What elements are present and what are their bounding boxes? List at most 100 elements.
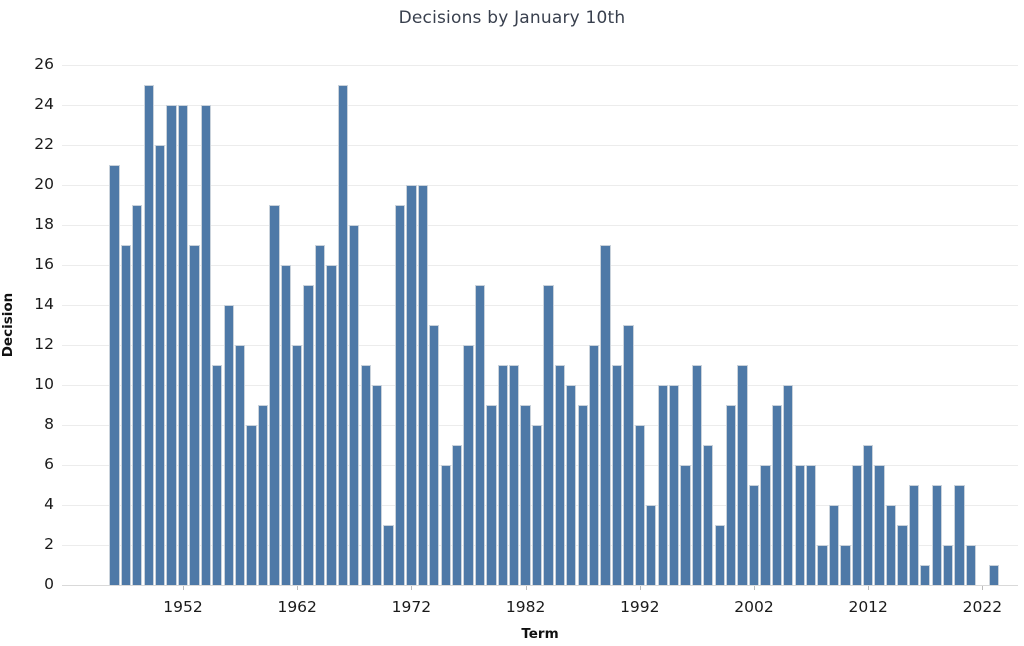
bar-1985 [554, 365, 566, 585]
y-tick-label-18: 18 [34, 215, 54, 233]
bar-2015 [897, 525, 908, 585]
bar-1999 [714, 525, 725, 585]
bar-1962 [292, 345, 303, 585]
bar-1953 [189, 245, 200, 585]
gridline-y-14 [62, 305, 1018, 306]
bar-2009 [828, 505, 840, 585]
y-tick-label-16: 16 [34, 255, 54, 273]
gridline-y-20 [62, 185, 1018, 186]
bar-2018 [931, 485, 942, 585]
bar-2014 [885, 505, 897, 585]
bar-1969 [372, 385, 383, 585]
bar-1980 [497, 365, 508, 585]
bar-2007 [805, 465, 817, 585]
bar-2005 [783, 385, 794, 585]
bar-1978 [474, 285, 486, 585]
y-tick-label-20: 20 [34, 175, 54, 193]
bar-2002 [748, 485, 760, 585]
x-tick-label-2022: 2022 [962, 598, 1003, 616]
y-axis-title: Decision [0, 292, 16, 358]
bar-1948 [132, 205, 143, 585]
bar-2008 [817, 545, 828, 585]
x-tick-mark-1992 [639, 586, 641, 590]
x-tick-label-1952: 1952 [163, 598, 203, 616]
gridline-y-16 [62, 265, 1018, 266]
bar-1967 [349, 225, 360, 585]
bar-1986 [566, 385, 577, 585]
bar-1974 [429, 325, 440, 585]
bar-1988 [588, 345, 600, 585]
bar-1960 [269, 205, 280, 585]
bar-1981 [509, 365, 520, 585]
y-tick-label-0: 0 [44, 575, 54, 593]
bar-1952 [177, 105, 189, 585]
bar-2020 [954, 485, 965, 585]
bar-1958 [246, 425, 257, 585]
y-tick-label-14: 14 [34, 295, 54, 313]
bar-2017 [920, 565, 931, 585]
x-tick-label-1972: 1972 [391, 598, 432, 616]
bar-1949 [143, 85, 154, 585]
bar-1973 [417, 185, 428, 585]
gridline-y-12 [62, 345, 1018, 346]
bar-2000 [726, 405, 737, 585]
bar-1997 [691, 365, 703, 585]
y-tick-label-26: 26 [34, 55, 54, 73]
bar-2010 [840, 545, 851, 585]
x-tick-label-1992: 1992 [620, 598, 660, 616]
chart-title: Decisions by January 10th [398, 8, 626, 28]
bar-1982 [520, 405, 531, 585]
x-tick-label-2012: 2012 [848, 598, 888, 616]
x-tick-label-1982: 1982 [505, 598, 546, 616]
bar-1983 [531, 425, 543, 585]
x-tick-mark-1982 [525, 586, 527, 590]
bar-1995 [668, 385, 680, 585]
y-tick-label-22: 22 [34, 135, 54, 153]
gridline-y-24 [62, 105, 1018, 106]
gridline-y-10 [62, 385, 1018, 386]
gridline-y-26 [62, 65, 1018, 66]
bar-1965 [326, 265, 337, 585]
bar-1975 [440, 465, 451, 585]
bar-1977 [463, 345, 474, 585]
y-tick-label-2: 2 [44, 535, 54, 553]
bar-1996 [680, 465, 691, 585]
bar-2023 [988, 565, 999, 585]
bar-1984 [543, 285, 554, 585]
bar-1994 [657, 385, 668, 585]
bar-1990 [611, 365, 623, 585]
x-tick-label-2002: 2002 [734, 598, 774, 616]
x-tick-mark-2012 [868, 586, 870, 590]
bar-1966 [337, 85, 349, 585]
bar-1970 [383, 525, 394, 585]
bar-1989 [600, 245, 611, 585]
x-tick-label-1962: 1962 [277, 598, 317, 616]
bar-2011 [851, 465, 862, 585]
y-tick-label-24: 24 [34, 95, 54, 113]
bar-2012 [863, 445, 874, 585]
bar-1961 [280, 265, 291, 585]
bar-1950 [155, 145, 166, 585]
bar-1954 [200, 105, 212, 585]
x-axis-line [62, 585, 1018, 586]
x-axis-title: Term [521, 626, 559, 642]
bar-1971 [394, 205, 406, 585]
bar-1979 [486, 405, 497, 585]
bar-1946 [109, 165, 120, 585]
bar-2006 [794, 465, 805, 585]
bar-1976 [451, 445, 463, 585]
bar-2021 [965, 545, 977, 585]
bar-2001 [737, 365, 748, 585]
bar-1972 [406, 185, 417, 585]
bar-1951 [166, 105, 177, 585]
bar-1959 [257, 405, 269, 585]
x-tick-mark-1972 [411, 586, 413, 590]
gridline-y-22 [62, 145, 1018, 146]
bar-2019 [943, 545, 954, 585]
bar-1963 [303, 285, 314, 585]
bar-2004 [771, 405, 783, 585]
bar-1955 [212, 365, 223, 585]
x-tick-mark-2022 [982, 586, 984, 590]
y-tick-label-4: 4 [44, 495, 54, 513]
